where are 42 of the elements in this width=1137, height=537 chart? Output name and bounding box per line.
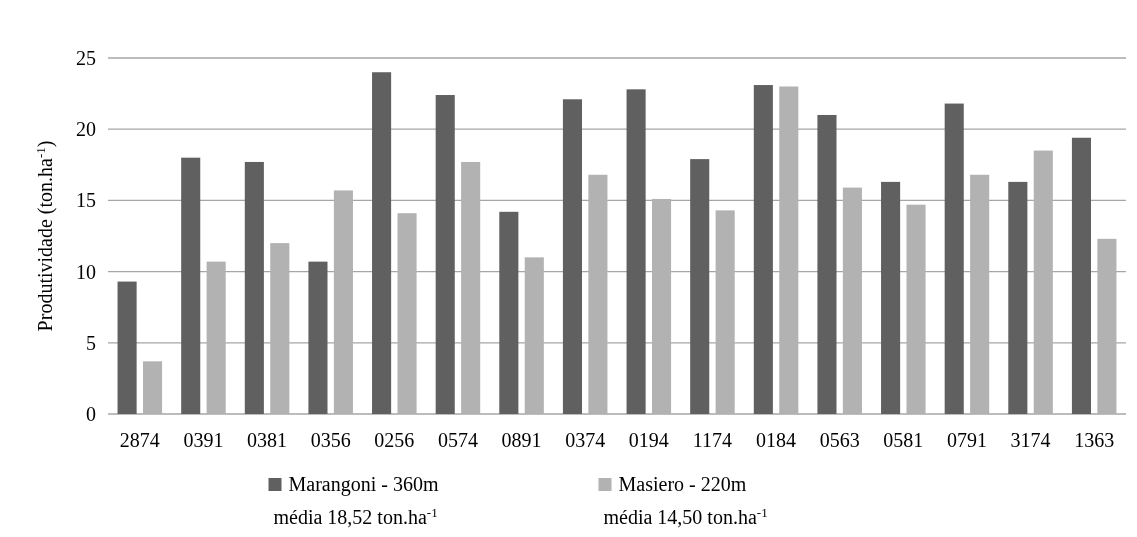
text: média 14,50 ton.ha$^{-1}$ [603,504,768,528]
bar [1008,181,1028,414]
bar [881,181,901,414]
bar [1071,137,1092,414]
text: média 18,52 ton.ha$^{-1}$ [273,504,438,528]
x-tick-label: 0356 [310,429,351,451]
x-tick-label: 0574 [437,429,478,451]
legend-label: Masiero - 220m [618,473,747,495]
x-tick-label: 0194 [628,429,669,451]
legend-label: Marangoni - 360m [288,473,439,496]
y-tick-label: 20 [76,118,96,141]
x-tick-label: 0581 [883,429,924,451]
y-tick-label: 25 [76,47,96,69]
y-tick-label: 15 [76,189,96,212]
y-tick-label: 10 [76,260,96,283]
x-tick-label: 2874 [119,429,160,451]
y-tick-label: 5 [86,331,96,354]
x-tick-label: 3174 [1010,429,1051,451]
x-tick-label: 0563 [819,429,860,451]
y-tick-label: 0 [86,403,96,425]
bar [499,211,519,414]
bar [626,89,646,414]
x-tick-label: 0381 [247,429,288,451]
bar [817,114,837,414]
bar [562,99,583,414]
bar [117,281,137,414]
bar [372,72,392,414]
bar [944,103,964,414]
bar [690,159,710,414]
bar [435,95,455,414]
bar [181,157,201,414]
bar [244,161,264,414]
x-tick-label: 0791 [946,429,987,451]
x-tick-label: 1174 [692,429,733,451]
x-tick-label: 0184 [756,429,797,451]
bar [753,85,773,414]
x-tick-label: 1363 [1074,429,1115,451]
x-tick-label: 0391 [183,429,224,451]
x-tick-label: 0891 [501,429,542,451]
x-tick-label: 0256 [374,429,415,451]
bar [308,261,328,414]
x-tick-label: 0374 [565,429,606,451]
